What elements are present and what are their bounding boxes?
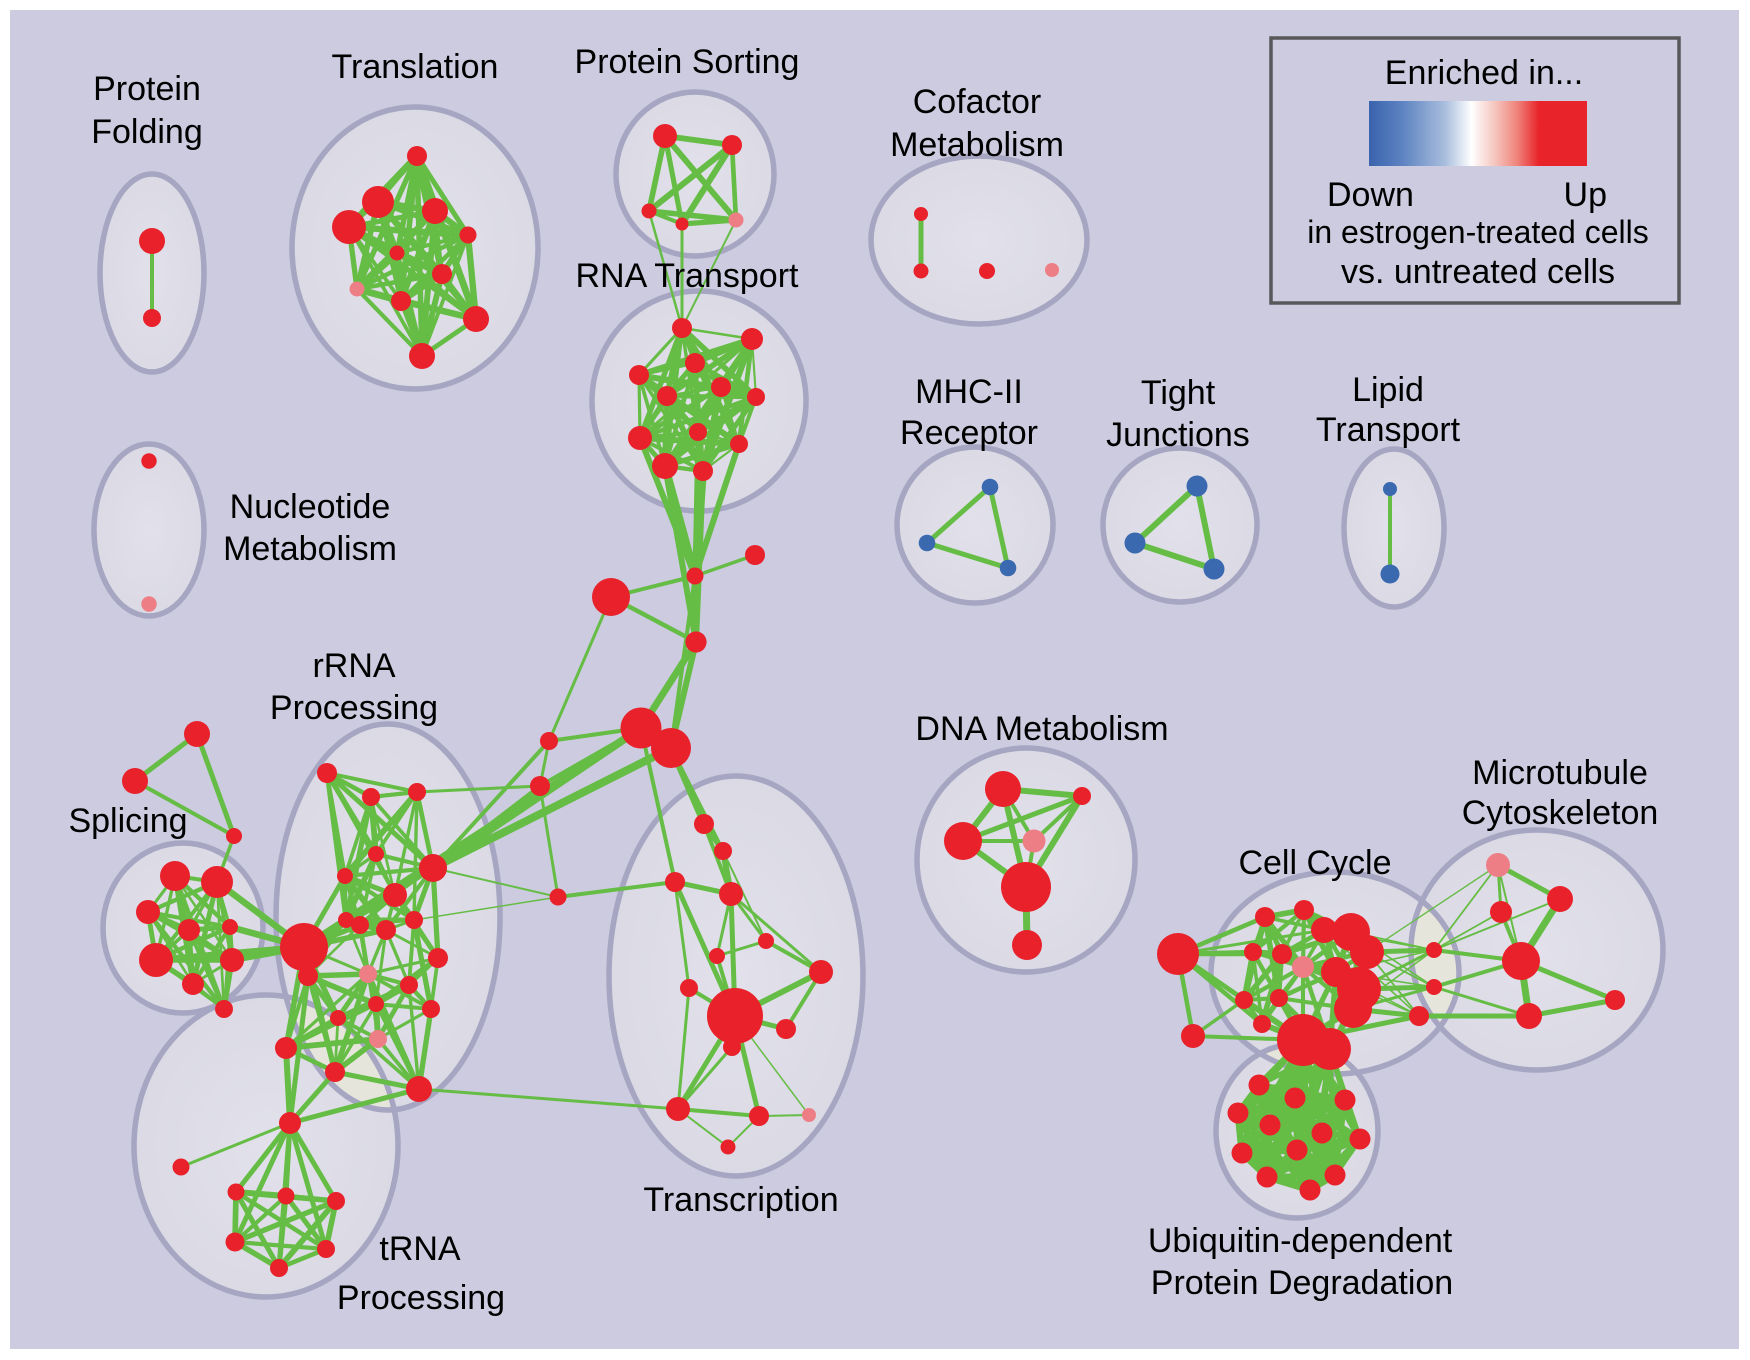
svg-text:Tight: Tight bbox=[1141, 374, 1216, 412]
svg-text:Cell Cycle: Cell Cycle bbox=[1238, 844, 1391, 882]
svg-text:Receptor: Receptor bbox=[900, 414, 1038, 452]
svg-text:MHC-II: MHC-II bbox=[915, 373, 1023, 411]
svg-text:vs. untreated cells: vs. untreated cells bbox=[1341, 253, 1615, 291]
svg-text:Cofactor: Cofactor bbox=[913, 83, 1042, 121]
svg-text:Processing: Processing bbox=[337, 1279, 505, 1317]
svg-text:Cytoskeleton: Cytoskeleton bbox=[1462, 794, 1659, 832]
svg-text:Enriched in...: Enriched in... bbox=[1385, 54, 1583, 92]
svg-text:Nucleotide: Nucleotide bbox=[230, 488, 391, 526]
svg-text:tRNA: tRNA bbox=[379, 1230, 461, 1268]
svg-text:RNA Transport: RNA Transport bbox=[576, 257, 800, 295]
svg-text:Transport: Transport bbox=[1316, 411, 1461, 449]
svg-text:Up: Up bbox=[1564, 176, 1607, 214]
svg-text:Ubiquitin-dependent: Ubiquitin-dependent bbox=[1148, 1222, 1453, 1260]
svg-text:Metabolism: Metabolism bbox=[223, 530, 397, 568]
svg-text:Processing: Processing bbox=[270, 689, 438, 727]
svg-text:Lipid: Lipid bbox=[1352, 371, 1424, 409]
svg-text:Metabolism: Metabolism bbox=[890, 126, 1064, 164]
svg-text:Splicing: Splicing bbox=[68, 802, 187, 840]
svg-text:Folding: Folding bbox=[91, 113, 203, 151]
svg-text:Protein: Protein bbox=[93, 70, 201, 108]
svg-text:Translation: Translation bbox=[332, 48, 499, 86]
svg-text:rRNA: rRNA bbox=[312, 647, 395, 685]
svg-text:Down: Down bbox=[1327, 176, 1414, 214]
svg-text:Protein Degradation: Protein Degradation bbox=[1151, 1264, 1453, 1302]
svg-text:Protein Sorting: Protein Sorting bbox=[575, 43, 800, 81]
svg-text:Transcription: Transcription bbox=[643, 1181, 838, 1219]
svg-text:DNA Metabolism: DNA Metabolism bbox=[915, 710, 1168, 748]
svg-text:in estrogen-treated cells: in estrogen-treated cells bbox=[1307, 214, 1649, 250]
svg-text:Microtubule: Microtubule bbox=[1472, 754, 1648, 792]
svg-text:Junctions: Junctions bbox=[1106, 416, 1250, 454]
